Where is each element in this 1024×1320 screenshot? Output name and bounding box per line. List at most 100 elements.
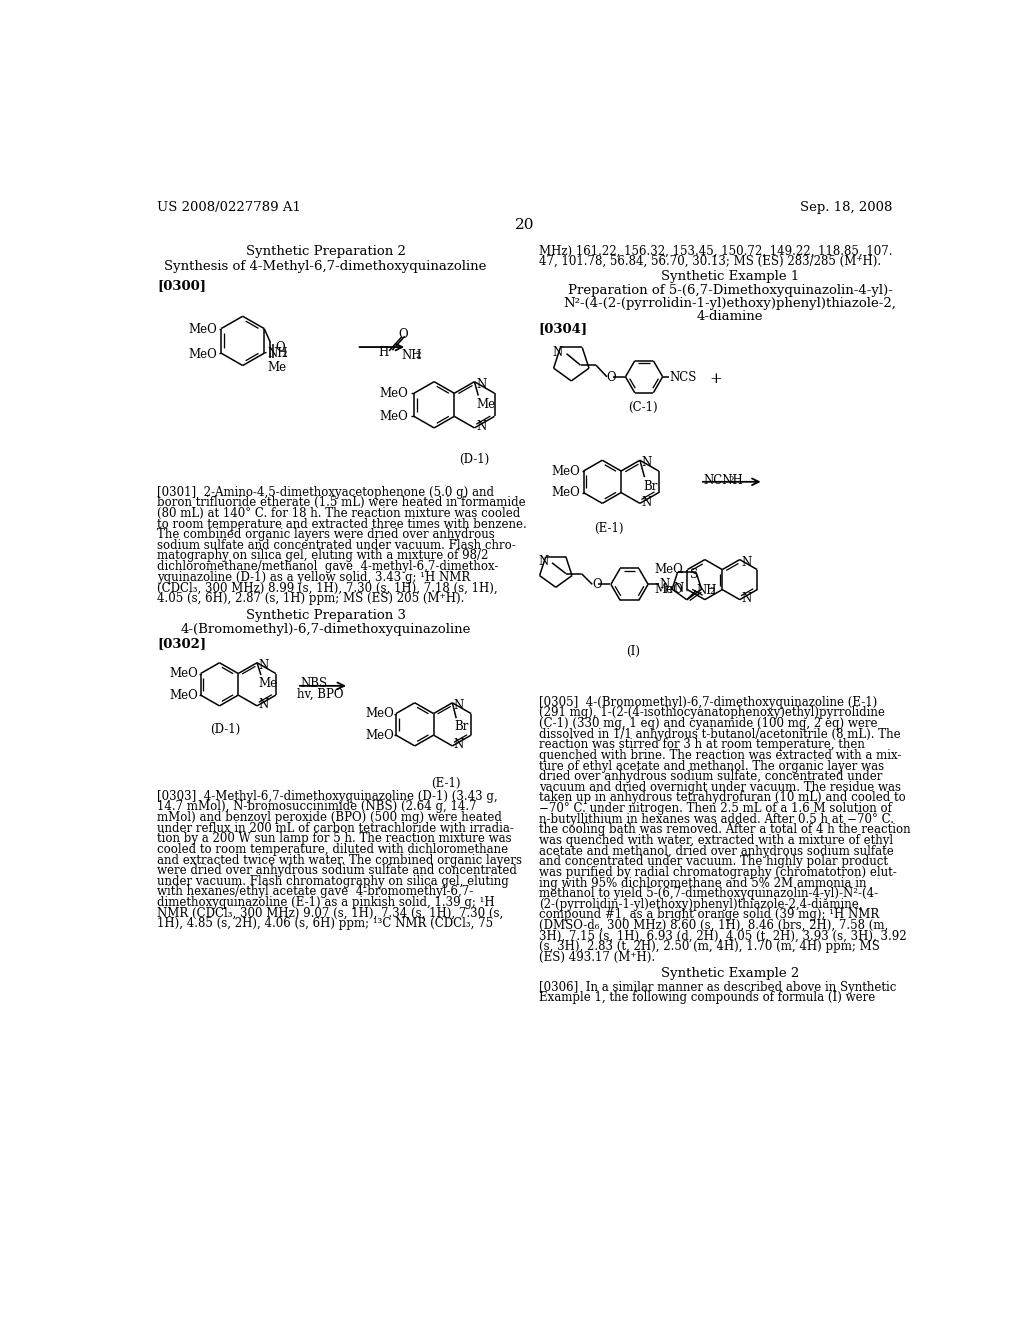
Text: N: N bbox=[658, 578, 669, 591]
Text: The combined organic layers were dried over anhydrous: The combined organic layers were dried o… bbox=[158, 528, 496, 541]
Text: 4-(Bromomethyl)-6,7-dimethoxyquinazoline: 4-(Bromomethyl)-6,7-dimethoxyquinazoline bbox=[180, 623, 471, 636]
Text: (CDCl₃, 300 MHz) 8.99 (s, 1H), 7.30 (s, 1H), 7.18 (s, 1H),: (CDCl₃, 300 MHz) 8.99 (s, 1H), 7.30 (s, … bbox=[158, 581, 498, 594]
Text: MeO: MeO bbox=[365, 729, 393, 742]
Text: and concentrated under vacuum. The highly polar product: and concentrated under vacuum. The highl… bbox=[539, 855, 888, 869]
Text: (I): (I) bbox=[627, 645, 640, 659]
Text: taken up in anhydrous tetrahydrofuran (10 mL) and cooled to: taken up in anhydrous tetrahydrofuran (1… bbox=[539, 792, 905, 804]
Text: matography on silica gel, eluting with a mixture of 98/2: matography on silica gel, eluting with a… bbox=[158, 549, 488, 562]
Text: MeO: MeO bbox=[188, 348, 217, 360]
Text: Synthetic Example 2: Synthetic Example 2 bbox=[662, 966, 800, 979]
Text: N: N bbox=[553, 346, 563, 359]
Text: was purified by radial chromatography (chromatotron) elut-: was purified by radial chromatography (c… bbox=[539, 866, 896, 879]
Text: MeO: MeO bbox=[551, 465, 580, 478]
Text: vacuum and dried overnight under vacuum. The residue was: vacuum and dried overnight under vacuum.… bbox=[539, 781, 901, 793]
Text: Synthetic Preparation 3: Synthetic Preparation 3 bbox=[246, 609, 406, 622]
Text: (80 mL) at 140° C. for 18 h. The reaction mixture was cooled: (80 mL) at 140° C. for 18 h. The reactio… bbox=[158, 507, 520, 520]
Text: MeO: MeO bbox=[654, 564, 684, 577]
Text: reaction was stirred for 3 h at room temperature, then: reaction was stirred for 3 h at room tem… bbox=[539, 738, 864, 751]
Text: to room temperature and extracted three times with benzene.: to room temperature and extracted three … bbox=[158, 517, 527, 531]
Text: MeO: MeO bbox=[170, 668, 199, 680]
Text: under reflux in 200 mL of carbon tetrachloride with irradia-: under reflux in 200 mL of carbon tetrach… bbox=[158, 821, 514, 834]
Text: 2: 2 bbox=[710, 587, 715, 597]
Text: N: N bbox=[454, 700, 464, 711]
Text: [0300]: [0300] bbox=[158, 280, 207, 292]
Text: 2: 2 bbox=[416, 351, 421, 360]
Text: [0301]  2-Amino-4,5-dimethoxyacetophenone (5.0 g) and: [0301] 2-Amino-4,5-dimethoxyacetophenone… bbox=[158, 486, 495, 499]
Text: S: S bbox=[690, 568, 698, 581]
Text: Me: Me bbox=[259, 677, 278, 690]
Text: (DMSO-d₆, 300 MHz) 8.60 (s, 1H), 8.46 (brs, 2H), 7.58 (m,: (DMSO-d₆, 300 MHz) 8.60 (s, 1H), 8.46 (b… bbox=[539, 919, 888, 932]
Text: dichloromethane/methanol  gave  4-methyl-6,7-dimethox-: dichloromethane/methanol gave 4-methyl-6… bbox=[158, 560, 499, 573]
Text: hv, BPO: hv, BPO bbox=[297, 688, 343, 701]
Text: 20: 20 bbox=[515, 218, 535, 232]
Text: 14.7 mMol), N-bromosuccinimide (NBS) (2.64 g, 14.7: 14.7 mMol), N-bromosuccinimide (NBS) (2.… bbox=[158, 800, 477, 813]
Text: NH: NH bbox=[697, 585, 718, 598]
Text: (291 mg), 1-(2-(4-isothiocyanatophenoxy)ethyl)pyrrolidine: (291 mg), 1-(2-(4-isothiocyanatophenoxy)… bbox=[539, 706, 885, 719]
Text: 3H), 7.15 (s, 1H), 6.93 (d, 2H), 4.05 (t, 2H), 3.93 (s, 3H), 3.92: 3H), 7.15 (s, 1H), 6.93 (d, 2H), 4.05 (t… bbox=[539, 929, 906, 942]
Text: 1H), 4.85 (s, 2H), 4.06 (s, 6H) ppm; ¹³C NMR (CDCl₃, 75: 1H), 4.85 (s, 2H), 4.06 (s, 6H) ppm; ¹³C… bbox=[158, 917, 494, 931]
Text: cooled to room temperature, diluted with dichloromethane: cooled to room temperature, diluted with… bbox=[158, 843, 509, 855]
Text: were dried over anhydrous sodium sulfate and concentrated: were dried over anhydrous sodium sulfate… bbox=[158, 865, 517, 878]
Text: 2: 2 bbox=[729, 477, 734, 486]
Text: −70° C. under nitrogen. Then 2.5 mL of a 1.6 M solution of: −70° C. under nitrogen. Then 2.5 mL of a… bbox=[539, 803, 892, 816]
Text: the cooling bath was removed. After a total of 4 h the reaction: the cooling bath was removed. After a to… bbox=[539, 824, 910, 837]
Text: NCNH: NCNH bbox=[703, 474, 742, 487]
Text: 4-diamine: 4-diamine bbox=[697, 310, 764, 323]
Text: (C-1) (330 mg, 1 eq) and cyanamide (100 mg, 2 eq) were: (C-1) (330 mg, 1 eq) and cyanamide (100 … bbox=[539, 717, 878, 730]
Text: H: H bbox=[664, 586, 673, 595]
Text: NH: NH bbox=[401, 348, 422, 362]
Text: MeO: MeO bbox=[170, 689, 199, 702]
Text: (C-1): (C-1) bbox=[629, 401, 658, 414]
Text: MHz) 161.22, 156.32, 153.45, 150.72, 149.22, 118.85, 107.: MHz) 161.22, 156.32, 153.45, 150.72, 149… bbox=[539, 244, 892, 257]
Text: Sep. 18, 2008: Sep. 18, 2008 bbox=[800, 201, 892, 214]
Text: Synthesis of 4-Methyl-6,7-dimethoxyquinazoline: Synthesis of 4-Methyl-6,7-dimethoxyquina… bbox=[165, 260, 486, 273]
Text: MeO: MeO bbox=[365, 708, 393, 721]
Text: yquinazoline (D-1) as a yellow solid, 3.43 g; ¹H NMR: yquinazoline (D-1) as a yellow solid, 3.… bbox=[158, 570, 471, 583]
Text: tion by a 200 W sun lamp for 5 h. The reaction mixture was: tion by a 200 W sun lamp for 5 h. The re… bbox=[158, 833, 512, 845]
Text: (D-1): (D-1) bbox=[460, 453, 489, 466]
Text: (E-1): (E-1) bbox=[595, 521, 624, 535]
Text: ture of ethyl acetate and methanol. The organic layer was: ture of ethyl acetate and methanol. The … bbox=[539, 759, 884, 772]
Text: (s, 3H), 2.83 (t, 2H), 2.50 (m, 4H), 1.70 (m, 4H) ppm; MS: (s, 3H), 2.83 (t, 2H), 2.50 (m, 4H), 1.7… bbox=[539, 940, 880, 953]
Text: O: O bbox=[275, 341, 285, 354]
Text: Example 1, the following compounds of formula (I) were: Example 1, the following compounds of fo… bbox=[539, 991, 874, 1005]
Text: US 2008/0227789 A1: US 2008/0227789 A1 bbox=[158, 201, 301, 214]
Text: MeO: MeO bbox=[380, 411, 409, 424]
Text: sodium sulfate and concentrated under vacuum. Flash chro-: sodium sulfate and concentrated under va… bbox=[158, 539, 516, 552]
Text: Synthetic Example 1: Synthetic Example 1 bbox=[662, 271, 800, 282]
Text: compound #1, as a bright orange solid (39 mg); ¹H NMR: compound #1, as a bright orange solid (3… bbox=[539, 908, 879, 921]
Text: NH: NH bbox=[267, 347, 288, 360]
Text: mMol) and benzoyl peroxide (BPO) (500 mg) were heated: mMol) and benzoyl peroxide (BPO) (500 mg… bbox=[158, 810, 503, 824]
Text: N: N bbox=[259, 698, 269, 711]
Text: O: O bbox=[607, 371, 616, 384]
Text: under vacuum. Flash chromatography on silica gel, eluting: under vacuum. Flash chromatography on si… bbox=[158, 875, 509, 888]
Text: N: N bbox=[476, 420, 486, 433]
Text: N: N bbox=[476, 378, 486, 391]
Text: (D-1): (D-1) bbox=[211, 723, 241, 735]
Text: n-butyllithium in hexanes was added. After 0.5 h at −70° C.: n-butyllithium in hexanes was added. Aft… bbox=[539, 813, 894, 826]
Text: Br: Br bbox=[643, 480, 657, 494]
Text: N: N bbox=[454, 738, 464, 751]
Text: NBS: NBS bbox=[300, 677, 328, 690]
Text: H: H bbox=[378, 346, 388, 359]
Text: Me: Me bbox=[476, 397, 495, 411]
Text: [0305]  4-(Bromomethyl)-6,7-dimethoxyquinazoline (E-1): [0305] 4-(Bromomethyl)-6,7-dimethoxyquin… bbox=[539, 696, 877, 709]
Text: [0304]: [0304] bbox=[539, 322, 588, 335]
Text: acetate and methanol, dried over anhydrous sodium sulfate: acetate and methanol, dried over anhydro… bbox=[539, 845, 894, 858]
Text: and extracted twice with water. The combined organic layers: and extracted twice with water. The comb… bbox=[158, 854, 522, 866]
Text: N: N bbox=[641, 496, 651, 508]
Text: N: N bbox=[741, 591, 752, 605]
Text: (ES) 493.17 (M⁺H).: (ES) 493.17 (M⁺H). bbox=[539, 950, 655, 964]
Text: dried over anhydrous sodium sulfate, concentrated under: dried over anhydrous sodium sulfate, con… bbox=[539, 771, 882, 783]
Text: quenched with brine. The reaction was extracted with a mix-: quenched with brine. The reaction was ex… bbox=[539, 748, 901, 762]
Text: N: N bbox=[641, 457, 651, 470]
Text: ing with 95% dichloromethane and 5% 2M ammonia in: ing with 95% dichloromethane and 5% 2M a… bbox=[539, 876, 866, 890]
Text: 4.05 (s, 6H), 2.87 (s, 1H) ppm; MS (ES) 205 (M⁺H).: 4.05 (s, 6H), 2.87 (s, 1H) ppm; MS (ES) … bbox=[158, 591, 465, 605]
Text: (E-1): (E-1) bbox=[431, 776, 461, 789]
Text: Synthetic Preparation 2: Synthetic Preparation 2 bbox=[246, 244, 406, 257]
Text: MeO: MeO bbox=[188, 323, 217, 337]
Text: Br: Br bbox=[455, 721, 469, 734]
Text: [0303]  4-Methyl-6,7-dimethoxyquinazoline (D-1) (3.43 g,: [0303] 4-Methyl-6,7-dimethoxyquinazoline… bbox=[158, 789, 498, 803]
Text: N: N bbox=[538, 556, 548, 568]
Text: +: + bbox=[710, 372, 722, 387]
